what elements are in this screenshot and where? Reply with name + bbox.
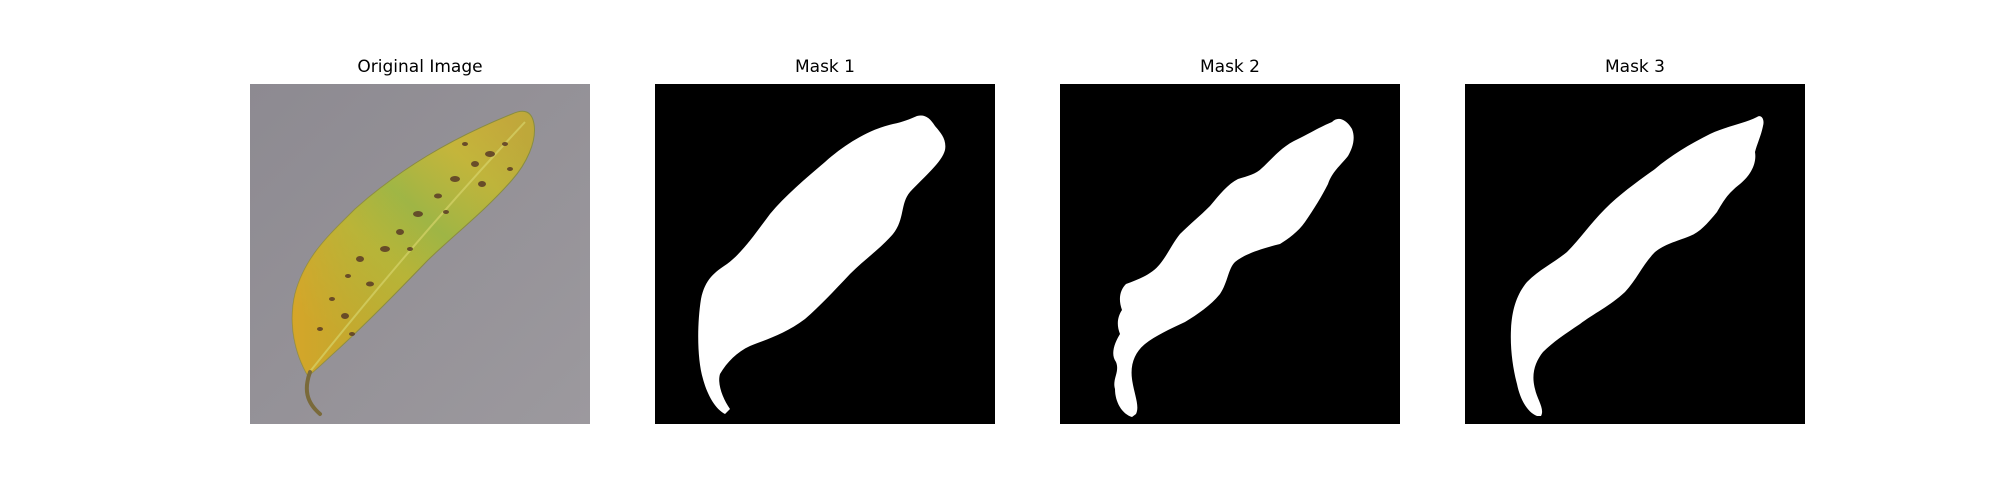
- panel-mask-1: Mask 1: [655, 52, 995, 424]
- panel-title: Mask 1: [794, 57, 855, 77]
- mask-image: [1060, 84, 1400, 424]
- panel-title: Original Image: [357, 57, 483, 77]
- panel-mask-3: Mask 3: [1465, 52, 1805, 424]
- leaf-photo: [250, 84, 590, 424]
- mask-image: [655, 84, 995, 424]
- panel-title: Mask 2: [1199, 57, 1260, 77]
- panel-title: Mask 3: [1604, 57, 1665, 77]
- panel-original-image: Original Image: [250, 52, 590, 424]
- mask-image: [1465, 84, 1805, 424]
- panel-mask-2: Mask 2: [1060, 52, 1400, 424]
